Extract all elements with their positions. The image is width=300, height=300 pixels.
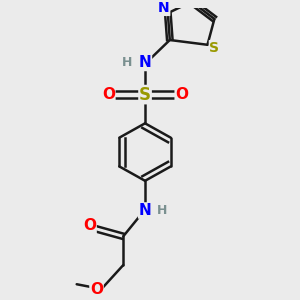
Text: O: O xyxy=(90,283,103,298)
Text: H: H xyxy=(157,204,167,217)
Text: O: O xyxy=(83,218,96,233)
Text: H: H xyxy=(122,56,132,70)
Text: O: O xyxy=(175,87,188,102)
Text: S: S xyxy=(139,85,151,103)
Text: N: N xyxy=(139,56,152,70)
Text: S: S xyxy=(209,41,219,55)
Text: N: N xyxy=(139,203,152,218)
Text: N: N xyxy=(158,2,170,15)
Text: O: O xyxy=(102,87,115,102)
